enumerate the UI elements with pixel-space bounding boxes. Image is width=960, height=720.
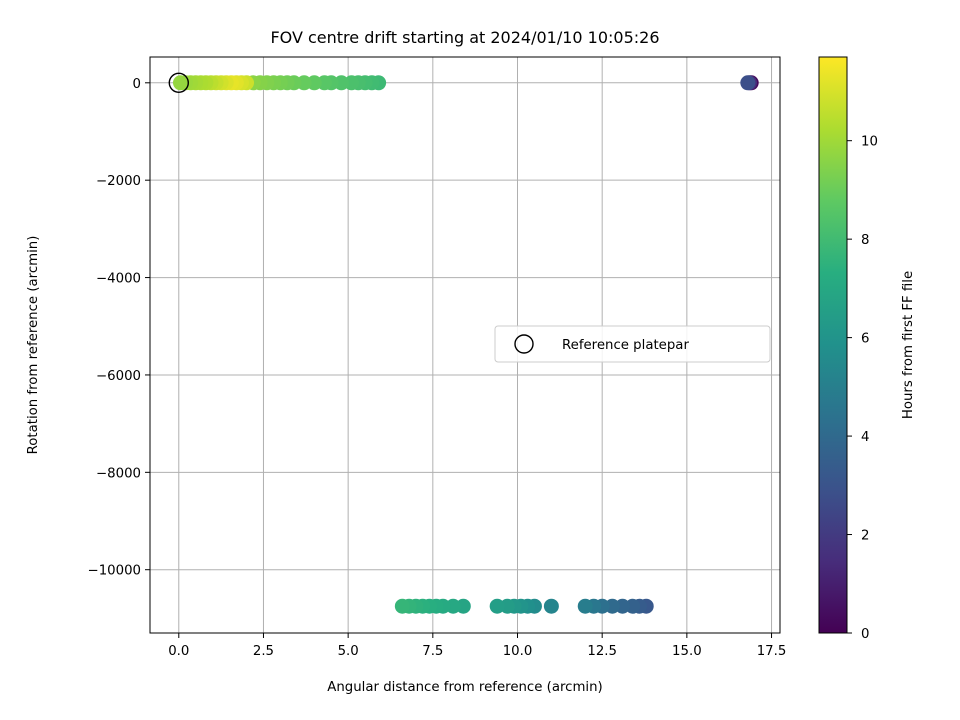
scatter-points — [172, 75, 759, 614]
x-tick-label: 12.5 — [587, 644, 617, 659]
colorbar-tick-label: 6 — [861, 332, 869, 347]
colorbar-tick-label: 10 — [861, 135, 878, 150]
colorbar: 0 2 4 6 8 10 Hours from first FF file — [818, 56, 916, 642]
scatter-point — [489, 598, 505, 614]
scatter-point — [543, 598, 559, 614]
colorbar-tick-label: 0 — [861, 627, 869, 642]
x-tick-label: 5.0 — [338, 644, 359, 659]
x-tick-label: 7.5 — [422, 644, 443, 659]
colorbar-tick-label: 8 — [861, 233, 869, 248]
y-axis-label: Rotation from reference (arcmin) — [26, 236, 41, 455]
colorbar-gradient — [818, 56, 848, 634]
scatter-point — [394, 598, 410, 614]
x-tick-label: 0.0 — [168, 644, 189, 659]
reference-marker — [168, 72, 189, 94]
colorbar-ticks: 0 2 4 6 8 10 — [847, 135, 878, 642]
y-tick-label: 0 — [133, 77, 141, 92]
x-axis: 0.0 2.5 5.0 7.5 10.0 12.5 15.0 17.5 — [168, 633, 786, 659]
y-tick-label: −4000 — [96, 272, 141, 287]
chart-title: FOV centre drift starting at 2024/01/10 … — [270, 28, 659, 47]
x-tick-label: 2.5 — [253, 644, 274, 659]
x-axis-label: Angular distance from reference (arcmin) — [327, 680, 602, 695]
colorbar-tick-label: 4 — [861, 430, 869, 445]
y-tick-label: −8000 — [96, 466, 141, 481]
x-tick-label: 17.5 — [757, 644, 787, 659]
y-tick-label: −2000 — [96, 174, 141, 189]
y-tick-label: −6000 — [96, 369, 141, 384]
reference-platepar-point — [168, 72, 189, 94]
legend-label-reference-platepar: Reference platepar — [562, 338, 689, 353]
colorbar-label: Hours from first FF file — [901, 271, 916, 419]
scatter-point — [172, 75, 188, 91]
colorbar-tick-label: 2 — [861, 529, 869, 544]
y-tick-label: −10000 — [88, 564, 141, 579]
plot-frame — [149, 56, 781, 634]
scatter-point — [740, 75, 756, 91]
y-axis: 0 −2000 −4000 −6000 −8000 −10000 — [88, 77, 150, 579]
legend-marker-open-circle — [514, 334, 534, 354]
x-tick-label: 10.0 — [503, 644, 533, 659]
scatter-point — [577, 598, 593, 614]
legend-box — [494, 325, 771, 363]
legend: Reference platepar — [494, 325, 771, 363]
x-tick-label: 15.0 — [672, 644, 702, 659]
